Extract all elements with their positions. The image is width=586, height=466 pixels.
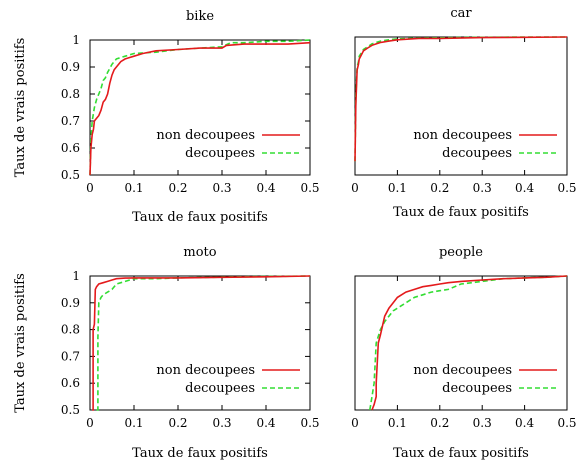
x-tick-label: 0.2 xyxy=(430,181,449,195)
x-tick-label: 0.3 xyxy=(212,416,231,430)
chart-title: moto xyxy=(183,245,216,260)
plot-frame xyxy=(89,39,311,176)
series-line-non-decoupees xyxy=(354,36,568,162)
x-axis-label: Taux de faux positifs xyxy=(393,446,529,461)
y-axis-label: Taux de vrais positifs xyxy=(13,38,28,178)
x-axis-label: Taux de faux positifs xyxy=(393,205,529,220)
x-tick-label: 0.4 xyxy=(515,416,534,430)
legend-label: decoupees xyxy=(442,381,512,396)
series-line-decoupees xyxy=(369,275,568,411)
y-tick-label: 0.7 xyxy=(61,349,80,363)
y-tick-label: 0.9 xyxy=(61,296,80,310)
x-tick-label: 0.2 xyxy=(430,416,449,430)
x-tick-label: 0.4 xyxy=(515,181,534,195)
x-tick-label: 0.1 xyxy=(388,181,407,195)
chart-people: people 0 0.1 0.2 0.3 0.4 0.5 Taux de faux posit… xyxy=(351,245,576,461)
y-tick-label: 0.5 xyxy=(61,403,80,417)
chart-moto: moto 0 0.1 0.2 0.3 0.4 0.5 0.5 0.6 0.7 0.8 0.9 1 Taux… xyxy=(13,245,320,461)
plot-frame xyxy=(354,275,568,411)
y-tick-label: 0.6 xyxy=(61,376,80,390)
y-tick-label: 0.5 xyxy=(61,168,80,182)
legend-label: decoupees xyxy=(442,146,512,161)
series-line-non-decoupees xyxy=(371,275,568,411)
chart-title: bike xyxy=(186,9,214,24)
x-tick-label: 0.4 xyxy=(256,416,275,430)
legend-label: non decoupees xyxy=(413,128,512,143)
x-tick-label: 0.1 xyxy=(124,181,143,195)
x-tick-label: 0.1 xyxy=(124,416,143,430)
x-tick-label: 0.2 xyxy=(168,416,187,430)
legend-label: decoupees xyxy=(185,381,255,396)
series-line-non-decoupees xyxy=(92,275,311,411)
y-tick-label: 0.8 xyxy=(61,323,80,337)
y-tick-label: 0.7 xyxy=(61,114,80,128)
x-axis-label: Taux de faux positifs xyxy=(132,446,268,461)
x-tick-label: 0.3 xyxy=(473,181,492,195)
x-tick-label: 0.3 xyxy=(473,416,492,430)
y-tick-label: 0.9 xyxy=(61,60,80,74)
y-tick-label: 1 xyxy=(72,269,80,283)
chart-bike: bike 0 0.1 0.2 0.3 0.4 0.5 0.5 0.6 0.7 0.8 0.9 1 Taux… xyxy=(13,9,320,225)
legend-label: decoupees xyxy=(185,146,255,161)
x-tick-label: 0.3 xyxy=(212,181,231,195)
chart-title: people xyxy=(439,245,483,260)
chart-title: car xyxy=(450,6,472,21)
legend-label: non decoupees xyxy=(156,363,255,378)
x-axis-label: Taux de faux positifs xyxy=(132,210,268,225)
x-tick-label: 0.2 xyxy=(168,181,187,195)
series-line-decoupees xyxy=(89,39,311,176)
x-tick-label: 0.5 xyxy=(300,181,319,195)
x-tick-label: 0.5 xyxy=(300,416,319,430)
y-axis-label: Taux de vrais positifs xyxy=(13,273,28,413)
y-tick-label: 0.6 xyxy=(61,141,80,155)
plot-frame xyxy=(89,275,311,411)
series-line-non-decoupees xyxy=(89,41,311,176)
x-tick-label: 0.5 xyxy=(557,181,576,195)
x-tick-label: 0 xyxy=(86,416,94,430)
x-tick-label: 0.4 xyxy=(256,181,275,195)
chart-car: car 0 0.1 0.2 0.3 0.4 0.5 Taux de faux positifs… xyxy=(351,6,576,220)
x-tick-label: 0 xyxy=(351,416,359,430)
y-tick-label: 1 xyxy=(72,33,80,47)
x-tick-label: 0.5 xyxy=(557,416,576,430)
legend-label: non decoupees xyxy=(413,363,512,378)
legend-label: non decoupees xyxy=(156,128,255,143)
y-tick-label: 0.8 xyxy=(61,87,80,101)
x-tick-label: 0 xyxy=(351,181,359,195)
x-tick-label: 0.1 xyxy=(388,416,407,430)
x-tick-label: 0 xyxy=(86,181,94,195)
